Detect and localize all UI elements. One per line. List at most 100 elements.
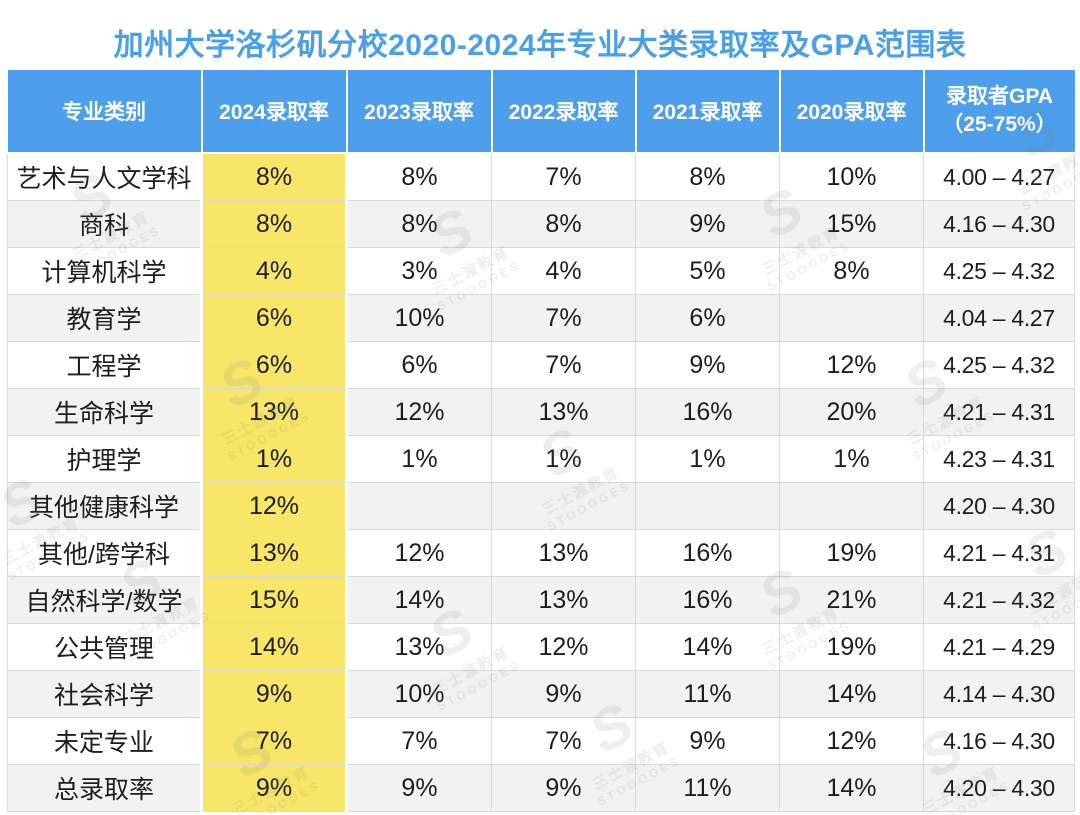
rate-2021-cell xyxy=(635,482,780,530)
header-rate-2024: 2024录取率 xyxy=(200,70,348,154)
table-row: 艺术与人文学科 8% 8% 7% 8% 10% 4.00 – 4.27 xyxy=(7,152,1075,201)
category-cell: 社会科学 xyxy=(7,670,202,718)
header-rate-2023: 2023录取率 xyxy=(345,70,493,154)
table-header: 专业类别 2024录取率 2023录取率 2022录取率 2021录取率 202… xyxy=(7,70,1075,154)
rate-2023-cell: 12% xyxy=(346,529,492,577)
gpa-cell: 4.23 – 4.31 xyxy=(923,435,1075,483)
rate-2022-cell: 7% xyxy=(491,294,636,342)
rate-2022-cell: 7% xyxy=(491,717,636,765)
category-cell: 生命科学 xyxy=(7,388,202,436)
table-row: 商科 8% 8% 8% 9% 15% 4.16 – 4.30 xyxy=(7,200,1075,248)
rate-2024-cell: 8% xyxy=(200,200,348,248)
rate-2020-cell: 12% xyxy=(779,341,924,389)
category-cell: 艺术与人文学科 xyxy=(7,152,202,201)
category-cell: 商科 xyxy=(7,200,202,248)
rate-2020-cell: 19% xyxy=(779,529,924,577)
category-cell: 教育学 xyxy=(7,294,202,342)
rate-2020-cell: 10% xyxy=(779,152,924,201)
table-row: 公共管理 14% 13% 12% 14% 19% 4.21 – 4.29 xyxy=(7,623,1075,671)
gpa-cell: 4.25 – 4.32 xyxy=(923,341,1075,389)
rate-2021-cell: 9% xyxy=(635,200,780,248)
rate-2024-cell: 4% xyxy=(200,247,348,295)
rate-2023-cell: 10% xyxy=(346,670,492,718)
category-cell: 计算机科学 xyxy=(7,247,202,295)
rate-2023-cell: 12% xyxy=(346,388,492,436)
table-row: 计算机科学 4% 3% 4% 5% 8% 4.25 – 4.32 xyxy=(7,247,1075,295)
rate-2020-cell: 15% xyxy=(779,200,924,248)
gpa-cell: 4.21 – 4.32 xyxy=(923,576,1075,624)
rate-2020-cell: 20% xyxy=(779,388,924,436)
rate-2023-cell: 10% xyxy=(346,294,492,342)
rate-2021-cell: 11% xyxy=(635,764,780,812)
rate-2022-cell: 9% xyxy=(491,764,636,812)
header-gpa-line1: 录取者GPA xyxy=(946,84,1053,108)
category-cell: 自然科学/数学 xyxy=(7,576,202,624)
rate-2022-cell: 13% xyxy=(491,529,636,577)
rate-2024-cell: 8% xyxy=(200,152,348,201)
rate-2021-cell: 9% xyxy=(635,717,780,765)
rate-2021-cell: 11% xyxy=(635,670,780,718)
rate-2021-cell: 1% xyxy=(635,435,780,483)
admission-rate-table: 专业类别 2024录取率 2023录取率 2022录取率 2021录取率 202… xyxy=(7,70,1075,812)
gpa-cell: 4.14 – 4.30 xyxy=(923,670,1075,718)
table-row: 自然科学/数学 15% 14% 13% 16% 21% 4.21 – 4.32 xyxy=(7,576,1075,624)
gpa-cell: 4.20 – 4.30 xyxy=(923,764,1075,812)
rate-2020-cell: 19% xyxy=(779,623,924,671)
table-row: 其他/跨学科 13% 12% 13% 16% 19% 4.21 – 4.31 xyxy=(7,529,1075,577)
rate-2024-cell: 7% xyxy=(200,717,348,765)
rate-2020-cell xyxy=(779,482,924,530)
rate-2021-cell: 16% xyxy=(635,576,780,624)
rate-2022-cell: 13% xyxy=(491,388,636,436)
rate-2021-cell: 16% xyxy=(635,529,780,577)
rate-2023-cell: 6% xyxy=(346,341,492,389)
rate-2021-cell: 8% xyxy=(635,152,780,201)
rate-2024-cell: 13% xyxy=(200,529,348,577)
gpa-cell: 4.00 – 4.27 xyxy=(923,152,1075,201)
gpa-cell: 4.25 – 4.32 xyxy=(923,247,1075,295)
rate-2021-cell: 14% xyxy=(635,623,780,671)
gpa-cell: 4.16 – 4.30 xyxy=(923,717,1075,765)
rate-2023-cell: 1% xyxy=(346,435,492,483)
rate-2022-cell: 8% xyxy=(491,200,636,248)
table-row: 其他健康科学 12% 4.20 – 4.30 xyxy=(7,482,1075,530)
gpa-cell: 4.21 – 4.29 xyxy=(923,623,1075,671)
rate-2021-cell: 16% xyxy=(635,388,780,436)
rate-2023-cell: 14% xyxy=(346,576,492,624)
rate-2022-cell: 12% xyxy=(491,623,636,671)
rate-2024-cell: 9% xyxy=(200,670,348,718)
rate-2024-cell: 14% xyxy=(200,623,348,671)
rate-2020-cell: 14% xyxy=(779,764,924,812)
header-category: 专业类别 xyxy=(7,70,203,154)
rate-2021-cell: 5% xyxy=(635,247,780,295)
gpa-cell: 4.20 – 4.30 xyxy=(923,482,1075,530)
header-rate-2022: 2022录取率 xyxy=(490,70,637,154)
rate-2020-cell: 21% xyxy=(779,576,924,624)
category-cell: 其他/跨学科 xyxy=(7,529,202,577)
rate-2020-cell: 8% xyxy=(779,247,924,295)
rate-2024-cell: 12% xyxy=(200,482,348,530)
rate-2023-cell: 13% xyxy=(346,623,492,671)
rate-2023-cell: 7% xyxy=(346,717,492,765)
category-cell: 公共管理 xyxy=(7,623,202,671)
table-row: 总录取率 9% 9% 9% 11% 14% 4.20 – 4.30 xyxy=(7,764,1075,812)
category-cell: 未定专业 xyxy=(7,717,202,765)
header-gpa-line2: （25-75%） xyxy=(942,113,1057,136)
rate-2020-cell: 12% xyxy=(779,717,924,765)
category-cell: 总录取率 xyxy=(7,764,202,812)
table-row: 教育学 6% 10% 7% 6% 4.04 – 4.27 xyxy=(7,294,1075,342)
page-title: 加州大学洛杉矶分校2020-2024年专业大类录取率及GPA范围表 xyxy=(113,29,967,62)
table-row: 工程学 6% 6% 7% 9% 12% 4.25 – 4.32 xyxy=(7,341,1075,389)
rate-2021-cell: 6% xyxy=(635,294,780,342)
category-cell: 工程学 xyxy=(7,341,202,389)
rate-2024-cell: 1% xyxy=(200,435,348,483)
rate-2024-cell: 15% xyxy=(200,576,348,624)
rate-2022-cell xyxy=(491,482,636,530)
header-rate-2020: 2020录取率 xyxy=(778,70,925,154)
gpa-cell: 4.21 – 4.31 xyxy=(923,529,1075,577)
category-cell: 护理学 xyxy=(7,435,202,483)
rate-2023-cell: 9% xyxy=(346,764,492,812)
header-gpa: 录取者GPA （25-75%） xyxy=(922,70,1075,154)
header-rate-2021: 2021录取率 xyxy=(634,70,781,154)
rate-2022-cell: 13% xyxy=(491,576,636,624)
